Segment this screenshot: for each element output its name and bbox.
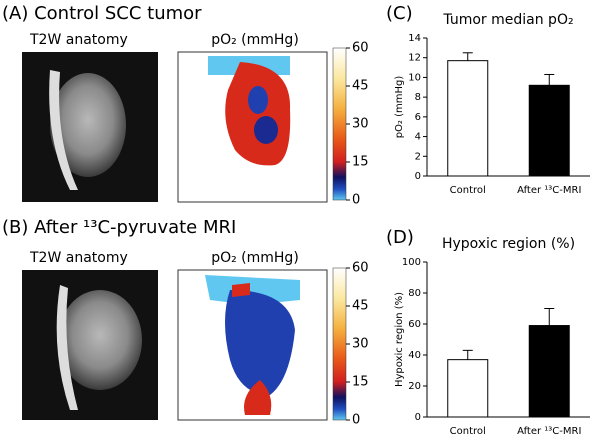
bar — [528, 84, 570, 177]
y-tick-label: 6 — [415, 112, 421, 123]
image-title: pO₂ (mmHg) — [211, 250, 299, 266]
y-axis-label: pO₂ (mmHg) — [394, 76, 405, 139]
x-tick-label: Control — [450, 185, 486, 196]
colorbar-tick-label: 15 — [352, 155, 369, 170]
map-region — [244, 380, 272, 415]
tumor — [50, 73, 126, 177]
colorbar-tick-label: 60 — [352, 261, 369, 276]
image-title: T2W anatomy — [29, 250, 128, 266]
colorbar-tick-label: 45 — [352, 79, 369, 94]
y-tick-label: 4 — [415, 132, 421, 143]
skin — [56, 285, 78, 410]
x-tick-label: Control — [450, 426, 486, 434]
y-tick-label: 12 — [408, 53, 421, 64]
y-tick-label: 10 — [408, 72, 421, 83]
map-region — [248, 86, 268, 114]
error-bar — [544, 73, 555, 86]
y-tick-label: 14 — [408, 33, 421, 44]
y-tick-label: 40 — [408, 350, 421, 361]
panel-a: (A) Control SCC tumor T2W anatomy pO₂ (m… — [2, 3, 347, 203]
image-title: pO₂ (mmHg) — [211, 32, 299, 48]
y-tick-label: 0 — [415, 412, 421, 423]
x-tick-label: After ¹³C-MRI — [517, 185, 581, 196]
chart-title: Hypoxic region (%) — [442, 236, 575, 252]
bar — [447, 359, 489, 418]
y-tick-label: 80 — [408, 288, 421, 299]
colorbar-tick-label: 60 — [352, 41, 369, 56]
y-axis-label: Hypoxic region (%) — [394, 292, 405, 387]
tumor — [58, 290, 142, 390]
colorbar-tick-label: 15 — [352, 375, 369, 390]
y-tick-label: 100 — [402, 257, 421, 268]
colorbar-tick-label: 0 — [352, 193, 360, 208]
panel-label: (A) Control SCC tumor — [2, 3, 202, 24]
x-tick-label: After ¹³C-MRI — [517, 426, 581, 434]
panel-label: (D) — [386, 227, 414, 248]
y-tick-label: 20 — [408, 381, 421, 392]
colorbar-tick-label: 30 — [352, 117, 369, 132]
bar — [528, 325, 570, 418]
error-bar — [462, 349, 473, 360]
skin — [49, 70, 78, 190]
panel-label: (B) After ¹³C-pyruvate MRI — [2, 217, 236, 238]
panel-b: (B) After ¹³C-pyruvate MRI T2W anatomy p… — [2, 217, 347, 421]
colorbar-tick-label: 0 — [352, 413, 360, 428]
colorbar — [332, 267, 347, 421]
map-region — [225, 290, 295, 395]
chart-title: Tumor median pO₂ — [442, 12, 573, 28]
colorbar-tick-label: 30 — [352, 337, 369, 352]
y-tick-label: 60 — [408, 319, 421, 330]
image-title: T2W anatomy — [29, 32, 128, 48]
map-region — [232, 283, 250, 297]
error-bar — [462, 52, 473, 61]
colorbar — [332, 47, 347, 201]
y-tick-label: 8 — [415, 92, 421, 103]
map-region — [254, 116, 278, 144]
colorbar-tick-label: 45 — [352, 299, 369, 314]
y-tick-label: 0 — [415, 171, 421, 182]
bar — [447, 60, 489, 177]
error-bar — [544, 308, 555, 326]
panel-label: (C) — [386, 3, 413, 24]
y-tick-label: 2 — [415, 151, 421, 162]
